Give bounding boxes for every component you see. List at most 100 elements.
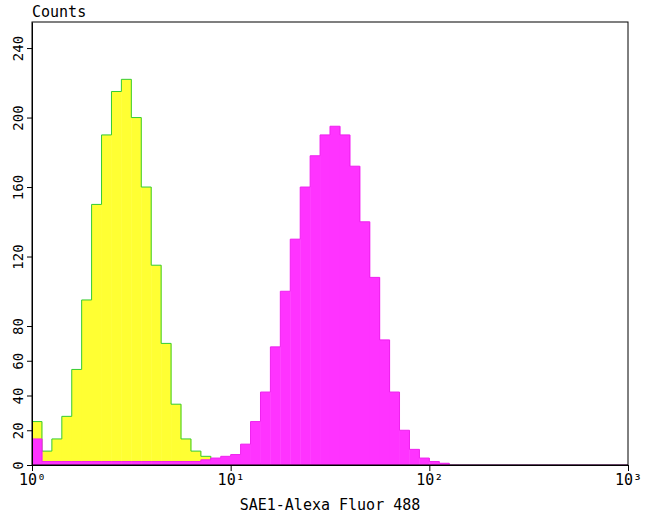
histogram-outline [32,79,628,465]
y-tick: 160 [10,175,32,200]
x-tick-label: 10⁰ [19,471,46,489]
histogram-bar [62,416,72,465]
y-tick-label: 80 [10,318,26,335]
histogram-bar [320,135,330,465]
x-axis-line [33,465,629,466]
y-tick-label: 120 [10,244,26,269]
histogram-bar [82,300,92,465]
histogram-bar [400,430,410,465]
plot-frame [32,22,628,465]
histogram-bar [72,369,82,465]
histogram-bar [380,340,390,465]
y-tick-label: 60 [10,353,26,370]
x-tick-label: 10¹ [218,471,245,489]
histogram-bar [92,462,102,465]
y-tick: 0 [10,461,32,469]
y-tick-mark [27,257,32,258]
histogram-bar [161,343,171,465]
histogram-bar [181,462,191,465]
y-tick: 120 [10,244,32,269]
histogram-bar [151,462,161,465]
histogram-bar [151,265,161,465]
x-tick: 10² [416,465,443,489]
histogram-bar [340,135,350,465]
histogram-bar [350,166,360,465]
y-tick-mark [27,187,32,188]
histogram-bar [290,239,300,465]
histogram-bar [241,444,251,465]
y-tick: 200 [10,105,32,130]
y-axis-title: Counts [32,3,86,21]
histogram-bar [131,462,141,465]
chart: 10⁰ 10¹ 10² 10³ 0 20 40 60 80 120 160 200 240 Counts S… [0,0,650,520]
histogram-bar [52,462,62,465]
histogram-bar [419,458,429,465]
histogram-bar [221,456,231,465]
histogram-bar [201,460,211,465]
histogram-bar [191,462,201,465]
histogram-bar [141,187,151,465]
histogram-bar [62,462,72,465]
x-tick: 10³ [615,465,642,489]
histogram-series [32,79,628,465]
histogram-bar [310,156,320,465]
y-tick-mark [27,430,32,431]
y-tick: 40 [10,388,32,405]
y-tick-mark [27,396,32,397]
histogram-bar [131,118,141,465]
histogram-bar [72,462,82,465]
y-tick-mark [27,118,32,119]
histogram-bar [300,187,310,465]
histogram-bar [32,439,42,465]
y-tick-label: 40 [10,388,26,405]
histogram-outline [32,126,628,465]
histogram-bar [102,462,112,465]
histogram-bar [82,462,92,465]
histogram-bar [409,449,419,465]
y-tick: 60 [10,353,32,370]
histogram-bar [42,451,52,465]
y-tick-label: 0 [10,461,26,469]
y-tick-label: 20 [10,422,26,439]
x-axis: 10⁰ 10¹ 10² 10³ [19,465,642,489]
histogram-bar [171,462,181,465]
y-tick-mark [27,361,32,362]
y-tick-mark [27,465,32,466]
x-axis-title: SAE1-Alexa Fluor 488 [240,496,421,514]
y-tick: 240 [10,36,32,61]
histogram-bar [121,79,131,465]
histogram-bar [370,277,380,465]
histogram-bar [231,455,241,465]
histogram-bar [280,291,290,465]
plot-area [32,79,628,465]
y-tick-label: 240 [10,36,26,61]
x-tick-label: 10² [416,471,443,489]
histogram-bar [251,422,261,465]
histogram-bar [102,135,112,465]
histogram-bar [171,404,181,465]
histogram-bar [201,456,211,465]
histogram-bar [260,392,270,465]
histogram-bar [161,462,171,465]
histogram-bar [191,451,201,465]
histogram-bar [270,347,280,465]
histogram-bar [141,462,151,465]
y-axis-line [32,23,33,466]
histogram-bar [429,462,439,465]
y-tick-label: 200 [10,105,26,130]
histogram-bar [111,462,121,465]
histogram-bar [111,91,121,465]
histogram-bar [32,422,42,465]
y-tick-mark [27,48,32,49]
histogram-bar [211,458,221,465]
y-tick-mark [27,326,32,327]
histogram-bar [390,392,400,465]
histogram-bar [92,204,102,465]
y-tick: 80 [10,318,32,335]
x-tick-label: 10³ [615,471,642,489]
histogram-bar [121,462,131,465]
histogram-bar [360,222,370,465]
y-tick: 20 [10,422,32,439]
x-tick: 10¹ [218,465,245,489]
histogram-bar [42,462,52,465]
